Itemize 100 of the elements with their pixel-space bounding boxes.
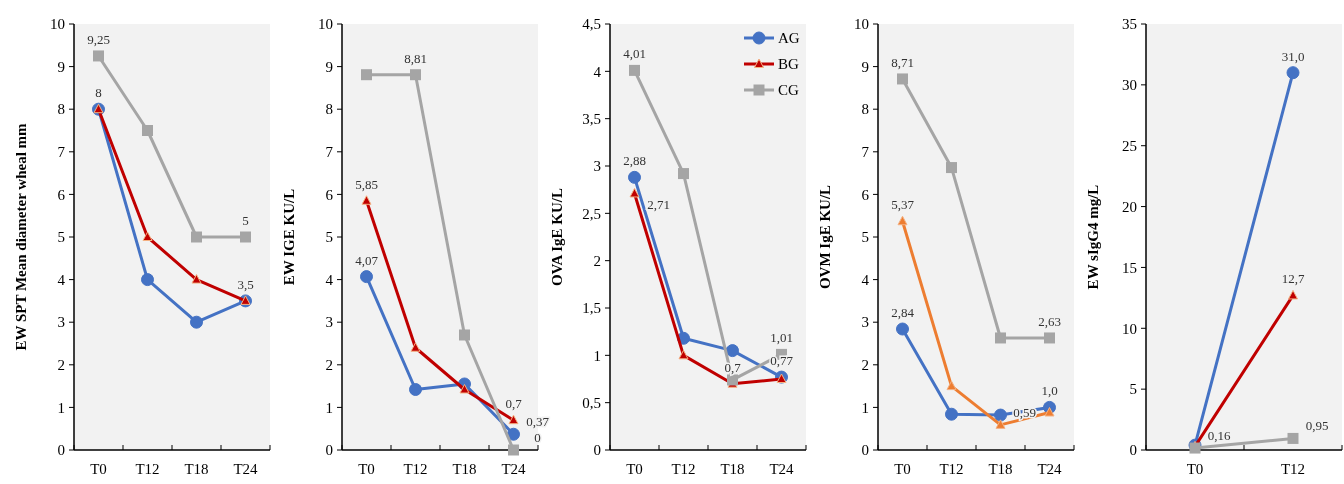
y-tick-label: 10	[318, 16, 333, 33]
x-tick-label: T0	[1186, 461, 1204, 477]
data-label: 5	[242, 213, 249, 228]
y-tick-label: 3	[57, 314, 65, 331]
y-axis-title: EW IGE KU/L	[281, 188, 297, 286]
y-axis-title: OVM IgE KU/L	[817, 184, 833, 290]
y-tick-label: 20	[1122, 198, 1137, 215]
y-tick-label: 9	[325, 58, 333, 75]
data-label: 5,85	[355, 176, 378, 192]
y-tick-label: 2	[593, 252, 601, 269]
x-tick-label: T18	[184, 461, 209, 477]
y-tick-label: 5	[57, 229, 65, 246]
data-label: 0,95	[1305, 418, 1329, 434]
x-tick-label: T24	[501, 461, 527, 477]
data-label: 4,07	[355, 252, 379, 268]
data-label: 4,01	[623, 46, 646, 62]
y-tick-label: 4	[325, 271, 334, 288]
y-tick-label: 0	[325, 442, 333, 459]
data-label: 9,25	[87, 31, 110, 47]
y-tick-label: 0	[57, 442, 65, 459]
data-label: 5,37	[891, 197, 915, 213]
y-tick-label: 2,5	[582, 205, 601, 222]
data-label: 0	[534, 430, 541, 445]
x-tick-label: T18	[452, 461, 477, 477]
data-label: 0,7	[724, 359, 742, 375]
x-tick-label: T24	[769, 461, 795, 477]
data-label: 8,71	[891, 54, 914, 70]
y-tick-label: 1	[593, 347, 601, 364]
data-label: 0,77	[770, 353, 794, 369]
x-tick-label: T0	[90, 461, 107, 477]
x-tick-label: T12	[939, 461, 964, 477]
y-tick-label: 0	[1129, 442, 1137, 459]
y-tick-label: 1	[57, 399, 65, 416]
data-label: 31,0	[1281, 48, 1305, 64]
data-label: 3,5	[237, 276, 254, 292]
y-axis-title: OVA IgE KU/L	[549, 187, 565, 287]
y-tick-label: 3,5	[582, 110, 601, 127]
data-label: 8,81	[404, 50, 427, 66]
x-tick-label: T12	[403, 461, 428, 477]
x-tick-label: T12	[1280, 461, 1306, 477]
data-label: 8	[95, 85, 102, 101]
data-label: 0,37	[526, 414, 550, 430]
x-tick-label: T24	[1037, 461, 1063, 477]
y-tick-label: 6	[57, 186, 66, 203]
data-label: 1,01	[770, 330, 793, 346]
y-tick-label: 15	[1122, 259, 1137, 276]
y-tick-label: 9	[861, 58, 869, 75]
legend-label: AG	[778, 30, 800, 47]
y-tick-label: 9	[57, 58, 65, 75]
y-tick-label: 3	[593, 158, 601, 175]
y-tick-label: 30	[1122, 77, 1137, 94]
y-tick-label: 2	[325, 357, 333, 374]
x-tick-label: T18	[988, 461, 1013, 477]
y-tick-label: 7	[861, 144, 870, 161]
y-tick-label: 5	[861, 229, 869, 246]
y-tick-label: 5	[325, 229, 333, 246]
y-tick-label: 0	[593, 442, 601, 459]
y-tick-label: 8	[861, 101, 869, 118]
y-tick-label: 3	[861, 314, 869, 331]
x-tick-label: T18	[720, 461, 745, 477]
x-tick-label: T24	[233, 461, 259, 477]
data-label: 2,71	[647, 197, 670, 213]
y-tick-label: 10	[1122, 320, 1137, 337]
x-tick-label: T0	[626, 461, 643, 477]
data-label: 2,63	[1038, 313, 1061, 329]
y-tick-label: 4,5	[582, 16, 601, 33]
data-label: 2,84	[891, 305, 915, 321]
y-tick-label: 6	[325, 186, 334, 203]
x-tick-label: T12	[671, 461, 696, 477]
y-tick-label: 1	[861, 399, 869, 416]
y-tick-label: 7	[57, 144, 66, 161]
data-label: 0,7	[505, 396, 523, 412]
data-label: 0,16	[1207, 428, 1231, 444]
data-label: 2,88	[623, 153, 646, 169]
y-tick-label: 3	[325, 314, 333, 331]
y-tick-label: 0,5	[582, 394, 601, 411]
y-tick-label: 35	[1122, 16, 1137, 33]
y-tick-label: 0	[861, 442, 869, 459]
y-tick-label: 2	[861, 357, 869, 374]
x-tick-label: T0	[358, 461, 375, 477]
data-label: 12,7	[1281, 271, 1305, 287]
y-tick-label: 1	[325, 399, 333, 416]
y-tick-label: 25	[1122, 137, 1137, 154]
y-tick-label: 5	[1129, 381, 1137, 398]
y-tick-label: 4	[57, 271, 66, 288]
y-axis-title: EW sIgG4 mg/L	[1085, 184, 1101, 290]
legend-label: BG	[778, 56, 799, 73]
data-label: 1,0	[1041, 383, 1058, 399]
y-tick-label: 6	[861, 186, 870, 203]
y-tick-label: 4	[593, 63, 602, 80]
y-tick-label: 10	[50, 16, 65, 33]
y-tick-label: 2	[57, 357, 65, 374]
y-axis-title: EW SPT Mean diameter wheal mm	[13, 122, 29, 351]
legend-label: CG	[778, 82, 799, 99]
y-tick-label: 8	[325, 101, 333, 118]
x-tick-label: T12	[135, 461, 160, 477]
y-tick-label: 4	[861, 271, 870, 288]
y-tick-label: 1,5	[582, 300, 601, 317]
y-tick-label: 8	[57, 101, 65, 118]
y-tick-label: 10	[854, 16, 869, 33]
